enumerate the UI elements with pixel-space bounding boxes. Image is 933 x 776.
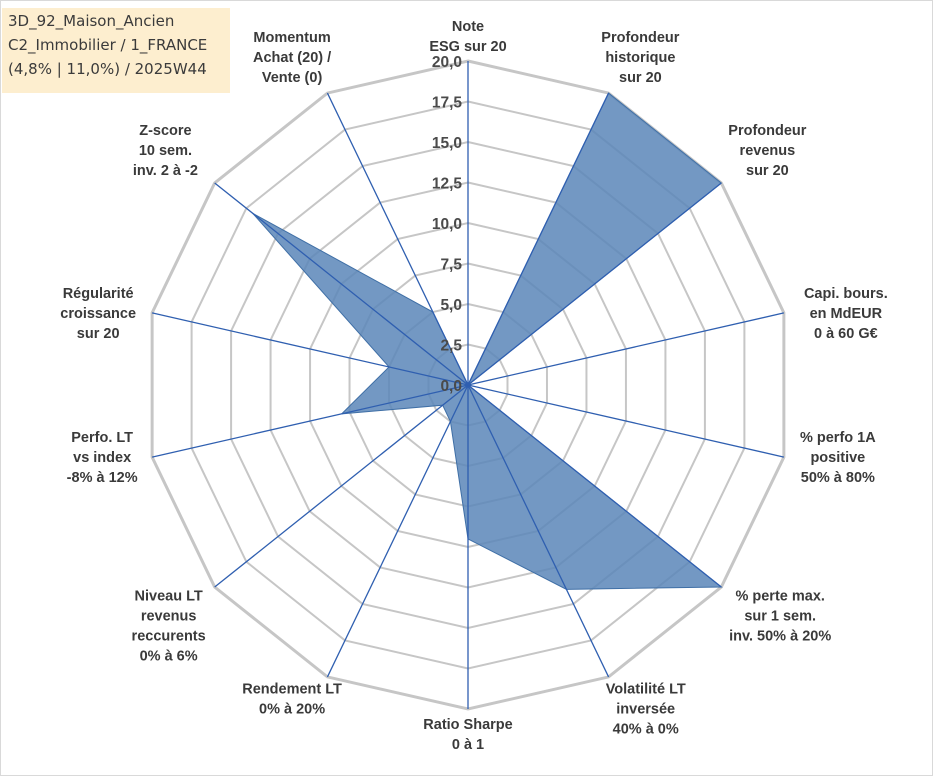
axis-label-9: Niveau LT revenus reccurents 0% à 6% xyxy=(132,588,206,664)
axis-label-8-line-0: Rendement LT xyxy=(242,682,342,698)
axis-label-13-line-2: Vente (0) xyxy=(262,70,323,86)
radar-series-area xyxy=(252,92,723,590)
axis-label-2-line-2: sur 20 xyxy=(746,163,789,179)
tick-label-8: 20,0 xyxy=(432,54,462,71)
axis-label-13-line-1: Achat (20) / xyxy=(253,50,331,66)
axis-label-4-line-2: 50% à 80% xyxy=(801,470,875,486)
spoke-6 xyxy=(467,384,610,678)
axis-label-9-line-3: 0% à 6% xyxy=(140,648,198,664)
axis-label-0-line-1: ESG sur 20 xyxy=(429,39,506,55)
axis-label-5-line-2: inv. 50% à 20% xyxy=(729,628,831,644)
axis-label-6-line-2: 40% à 0% xyxy=(613,722,679,738)
tick-label-3: 7,5 xyxy=(440,257,462,274)
axis-label-4-line-0: % perfo 1A xyxy=(800,430,876,446)
axis-label-4-line-1: positive xyxy=(810,450,865,466)
spoke-4 xyxy=(467,384,785,458)
tick-label-6: 15,0 xyxy=(432,135,462,152)
axis-label-3-line-2: 0 à 60 G€ xyxy=(814,326,878,342)
axis-label-2-line-1: revenus xyxy=(740,143,796,159)
axis-label-7: Ratio Sharpe 0 à 1 xyxy=(423,717,512,753)
tick-label-5: 12,5 xyxy=(432,176,463,193)
axis-label-8: Rendement LT 0% à 20% xyxy=(242,682,342,718)
tick-label-7: 17,5 xyxy=(432,95,463,112)
axis-label-7-line-0: Ratio Sharpe xyxy=(423,717,512,733)
series-polygon xyxy=(252,92,723,590)
axis-label-9-line-1: revenus xyxy=(141,608,197,624)
axis-label-11: Régularité croissance sur 20 xyxy=(60,286,136,342)
spoke-11 xyxy=(151,312,469,386)
spoke-13 xyxy=(326,92,469,386)
axis-label-3-line-1: en MdEUR xyxy=(810,306,883,322)
axis-label-2: Profondeur revenus sur 20 xyxy=(728,123,806,179)
axis-label-1: Profondeur historique sur 20 xyxy=(601,30,679,86)
axis-label-3: Capi. bours. en MdEUR 0 à 60 G€ xyxy=(804,286,888,342)
axis-label-1-line-0: Profondeur xyxy=(601,30,679,46)
axis-label-11-line-0: Régularité xyxy=(63,286,134,302)
axis-label-5-line-0: % perte max. xyxy=(735,588,824,604)
spoke-10 xyxy=(151,384,469,458)
axis-label-7-line-1: 0 à 1 xyxy=(452,737,484,753)
radar-spokes xyxy=(151,61,785,709)
radial-tick-labels: 0,0 2,5 5,0 7,5 10,0 12,5 15,0 17,5 20,0 xyxy=(432,54,463,395)
axis-label-11-line-1: croissance xyxy=(60,306,136,322)
axis-label-1-line-1: historique xyxy=(605,50,675,66)
axis-label-6-line-0: Volatilité LT xyxy=(606,682,686,698)
axis-label-0: Note ESG sur 20 xyxy=(429,19,506,55)
spoke-8 xyxy=(326,384,469,678)
axis-label-13-line-0: Momentum xyxy=(253,30,330,46)
axis-label-11-line-2: sur 20 xyxy=(77,326,120,342)
tick-label-1: 2,5 xyxy=(440,338,462,355)
axis-label-10-line-0: Perfo. LT xyxy=(71,430,133,446)
axis-label-12-line-1: 10 sem. xyxy=(139,143,192,159)
tick-label-0: 0,0 xyxy=(440,378,462,395)
axis-label-9-line-0: Niveau LT xyxy=(135,588,203,604)
info-line-2: C2_Immobilier / 1_FRANCE xyxy=(8,36,208,54)
axis-label-12-line-0: Z-score xyxy=(139,123,191,139)
spoke-3 xyxy=(467,312,785,386)
axis-label-10: Perfo. LT vs index -8% à 12% xyxy=(67,430,138,486)
tick-label-4: 10,0 xyxy=(432,216,462,233)
axis-label-5: % perte max. sur 1 sem. inv. 50% à 20% xyxy=(729,588,831,644)
axis-label-12: Z-score 10 sem. inv. 2 à -2 xyxy=(133,123,198,179)
axis-label-12-line-2: inv. 2 à -2 xyxy=(133,163,198,179)
axis-label-13: Momentum Achat (20) / Vente (0) xyxy=(253,30,331,86)
radar-axis-labels: Note ESG sur 20 Profondeur historique sur 20… xyxy=(60,19,887,753)
tick-label-2: 5,0 xyxy=(440,297,462,314)
axis-label-6: Volatilité LT inversée 40% à 0% xyxy=(606,682,686,738)
axis-label-10-line-2: -8% à 12% xyxy=(67,470,138,486)
axis-label-6-line-1: inversée xyxy=(616,702,675,718)
axis-label-9-line-2: reccurents xyxy=(132,628,206,644)
axis-label-2-line-0: Profondeur xyxy=(728,123,806,139)
info-box: 3D_92_Maison_Ancien C2_Immobilier / 1_FR… xyxy=(2,8,230,93)
spoke-2 xyxy=(467,182,722,386)
axis-label-10-line-1: vs index xyxy=(73,450,131,466)
axis-label-5-line-1: sur 1 sem. xyxy=(744,608,816,624)
axis-label-1-line-2: sur 20 xyxy=(619,70,662,86)
spoke-9 xyxy=(214,384,469,588)
spoke-12 xyxy=(214,182,469,386)
spoke-1 xyxy=(467,92,610,386)
axis-label-4: % perfo 1A positive 50% à 80% xyxy=(800,430,876,486)
info-line-3: (4,8% | 11,0%) / 2025W44 xyxy=(8,60,207,78)
spoke-5 xyxy=(467,384,722,588)
axis-label-3-line-0: Capi. bours. xyxy=(804,286,888,302)
axis-label-8-line-1: 0% à 20% xyxy=(259,702,325,718)
axis-label-0-line-0: Note xyxy=(452,19,484,35)
info-line-1: 3D_92_Maison_Ancien xyxy=(8,12,175,30)
